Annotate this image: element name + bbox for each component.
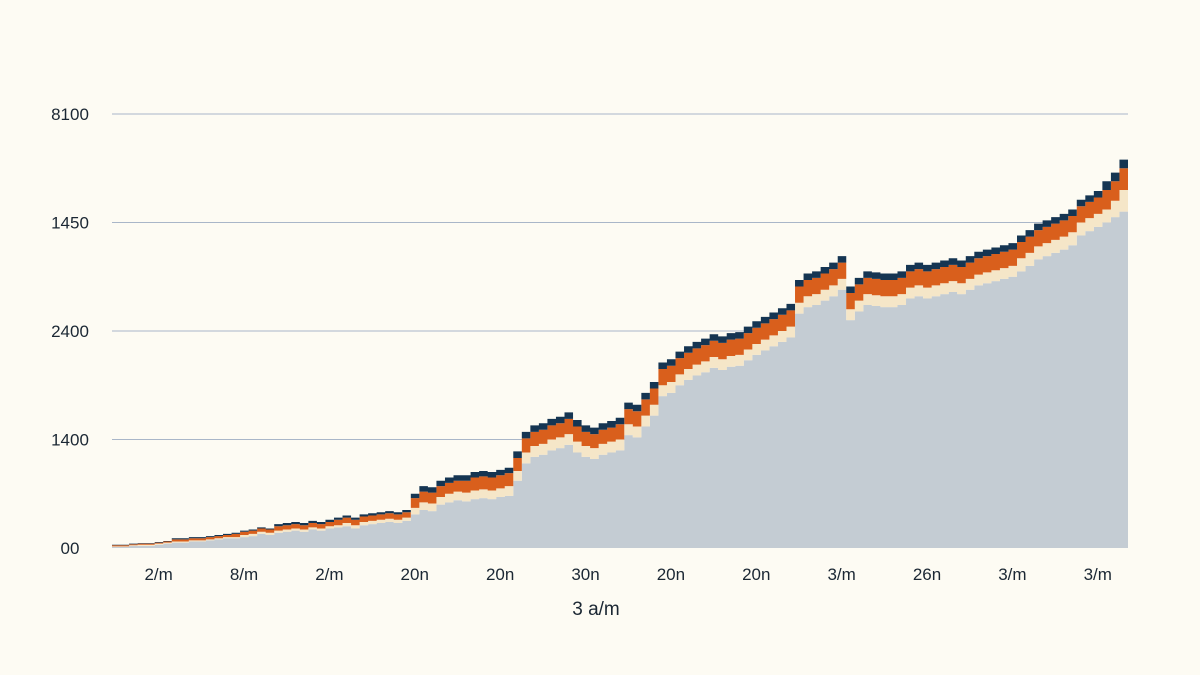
x-tick-label: 20n [401,565,429,584]
x-tick-label: 8/m [230,565,258,584]
x-axis-title: 3 a/m [572,599,620,620]
x-tick-label: 30n [571,565,599,584]
x-tick-label: 3/m [1084,565,1112,584]
y-tick-label: 1400 [51,431,89,450]
series-areas [112,138,1128,548]
x-tick-label: 20n [742,565,770,584]
x-tick-label: 20n [657,565,685,584]
x-axis-tick-labels: 2/m 8/m 2/m 20n 20n 30n 20n 20n 3/m 26n 3/m 3/m [144,565,1112,584]
x-tick-label: 26n [913,565,941,584]
x-tick-label: 2/m [144,565,172,584]
y-tick-label: 2400 [51,322,89,341]
x-tick-label: 3/m [998,565,1026,584]
y-tick-label: 8100 [51,105,89,124]
x-tick-label: 20n [486,565,514,584]
y-tick-label: 00 [61,539,80,558]
y-axis-tick-labels: 00 1400 2400 1450 8100 [51,105,89,558]
x-tick-label: 2/m [315,565,343,584]
y-tick-label: 1450 [51,214,89,233]
series-area-1 [112,195,1128,548]
x-tick-label: 3/m [827,565,855,584]
